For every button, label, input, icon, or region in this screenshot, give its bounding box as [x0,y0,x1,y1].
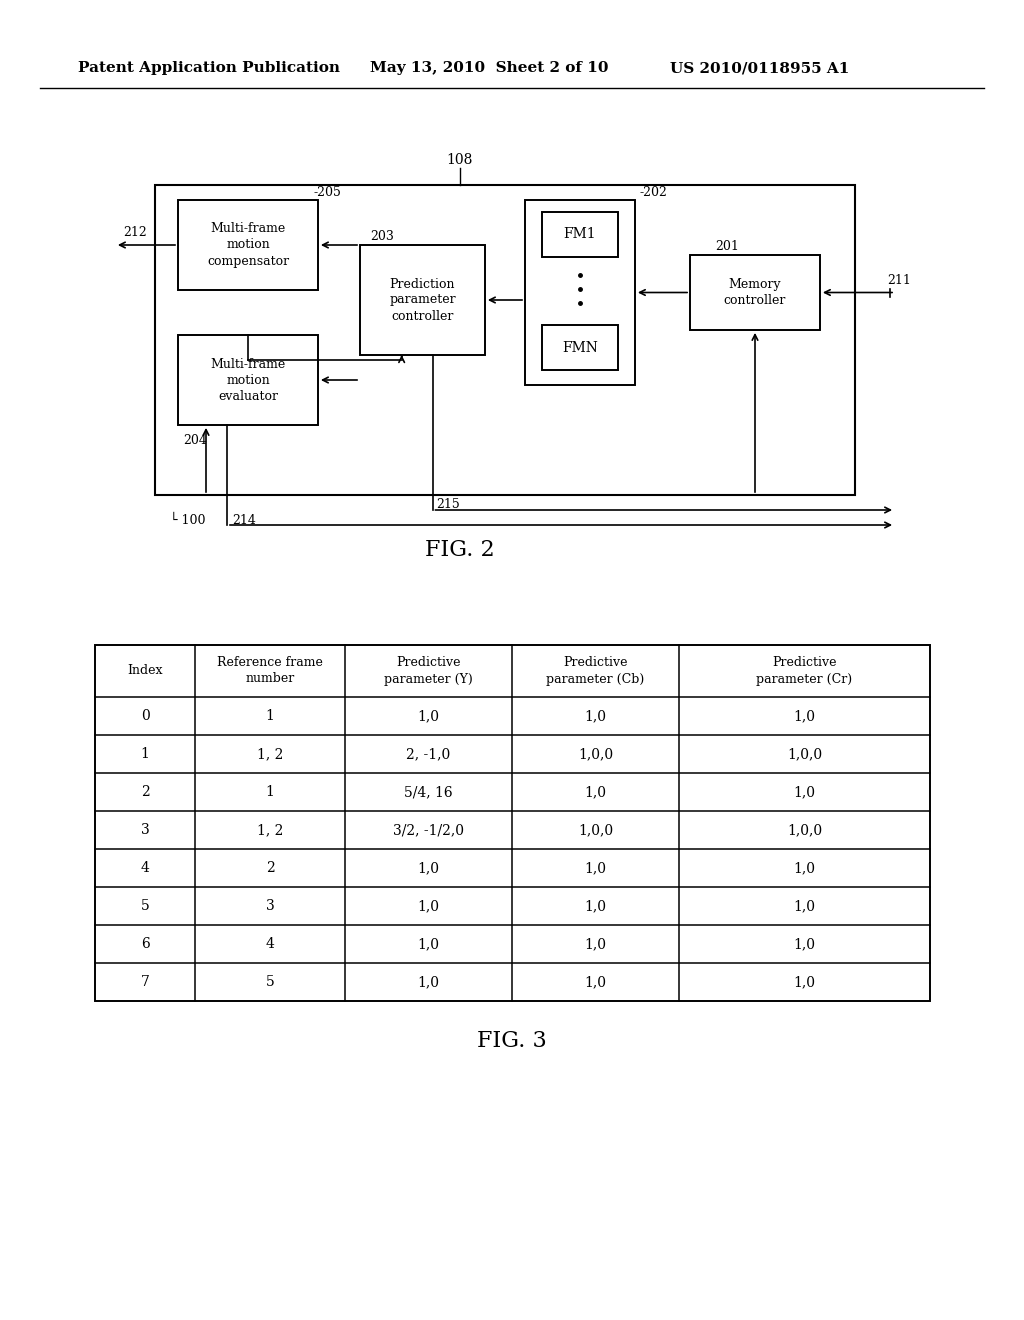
Text: 1,0: 1,0 [585,899,606,913]
Text: 1,0: 1,0 [794,975,815,989]
Bar [178,335,318,425]
Text: 1,0: 1,0 [794,937,815,950]
Text: └ 100: └ 100 [170,513,206,527]
Text: Predictive
parameter (Y): Predictive parameter (Y) [384,656,473,685]
Bar [690,255,820,330]
Bar [155,185,855,495]
Text: FMN: FMN [562,341,598,355]
Text: 1,0: 1,0 [418,861,439,875]
Text: 1,0: 1,0 [794,861,815,875]
Text: 1,0,0: 1,0,0 [578,822,613,837]
Text: 5/4, 16: 5/4, 16 [404,785,453,799]
Text: Patent Application Publication: Patent Application Publication [78,61,340,75]
Text: 1: 1 [140,747,150,762]
Text: 1: 1 [265,785,274,799]
Text: 211: 211 [887,275,911,286]
Text: 108: 108 [446,153,473,168]
Text: 3/2, -1/2,0: 3/2, -1/2,0 [393,822,464,837]
Text: 1,0,0: 1,0,0 [786,822,822,837]
Text: 5: 5 [140,899,150,913]
Text: Predictive
parameter (Cb): Predictive parameter (Cb) [547,656,645,685]
Text: 1,0: 1,0 [794,785,815,799]
Text: 1,0,0: 1,0,0 [786,747,822,762]
Bar [542,213,618,257]
Text: 215: 215 [436,499,460,511]
Text: 1,0: 1,0 [418,899,439,913]
Text: 1,0,0: 1,0,0 [578,747,613,762]
Bar [360,246,485,355]
Text: Predictive
parameter (Cr): Predictive parameter (Cr) [757,656,853,685]
Text: 1,0: 1,0 [418,937,439,950]
Text: 203: 203 [370,231,394,243]
Text: 2: 2 [140,785,150,799]
Text: 1: 1 [265,709,274,723]
Text: 4: 4 [140,861,150,875]
Text: 1,0: 1,0 [794,709,815,723]
Text: 1,0: 1,0 [418,975,439,989]
Bar [178,201,318,290]
Text: 7: 7 [140,975,150,989]
Text: Prediction
parameter
controller: Prediction parameter controller [389,277,456,322]
Text: 1,0: 1,0 [418,709,439,723]
Text: 214: 214 [232,513,256,527]
Text: 5: 5 [265,975,274,989]
Text: 1,0: 1,0 [794,899,815,913]
Text: 1,0: 1,0 [585,785,606,799]
Text: Reference frame
number: Reference frame number [217,656,323,685]
Text: 3: 3 [265,899,274,913]
Text: FM1: FM1 [563,227,596,242]
Text: 4: 4 [265,937,274,950]
Text: -202: -202 [640,186,668,198]
Text: 2, -1,0: 2, -1,0 [407,747,451,762]
Text: Index: Index [127,664,163,677]
Text: 204: 204 [183,433,207,446]
Text: 6: 6 [140,937,150,950]
Text: 0: 0 [140,709,150,723]
Text: 1,0: 1,0 [585,937,606,950]
Text: Memory
controller: Memory controller [724,279,786,308]
Bar [525,201,635,385]
Bar [95,645,930,1001]
Text: 212: 212 [123,227,146,239]
Text: FIG. 2: FIG. 2 [425,539,495,561]
Text: 3: 3 [140,822,150,837]
Text: US 2010/0118955 A1: US 2010/0118955 A1 [670,61,849,75]
Text: 1,0: 1,0 [585,861,606,875]
Text: 1, 2: 1, 2 [257,822,284,837]
Text: FIG. 3: FIG. 3 [477,1030,547,1052]
Text: -205: -205 [313,186,341,198]
Text: 2: 2 [265,861,274,875]
Text: Multi-frame
motion
evaluator: Multi-frame motion evaluator [210,358,286,403]
Bar [542,325,618,370]
Text: 201: 201 [715,240,739,253]
Text: May 13, 2010  Sheet 2 of 10: May 13, 2010 Sheet 2 of 10 [370,61,608,75]
Text: 1,0: 1,0 [585,709,606,723]
Text: 1, 2: 1, 2 [257,747,284,762]
Text: Multi-frame
motion
compensator: Multi-frame motion compensator [207,223,289,268]
Text: 1,0: 1,0 [585,975,606,989]
